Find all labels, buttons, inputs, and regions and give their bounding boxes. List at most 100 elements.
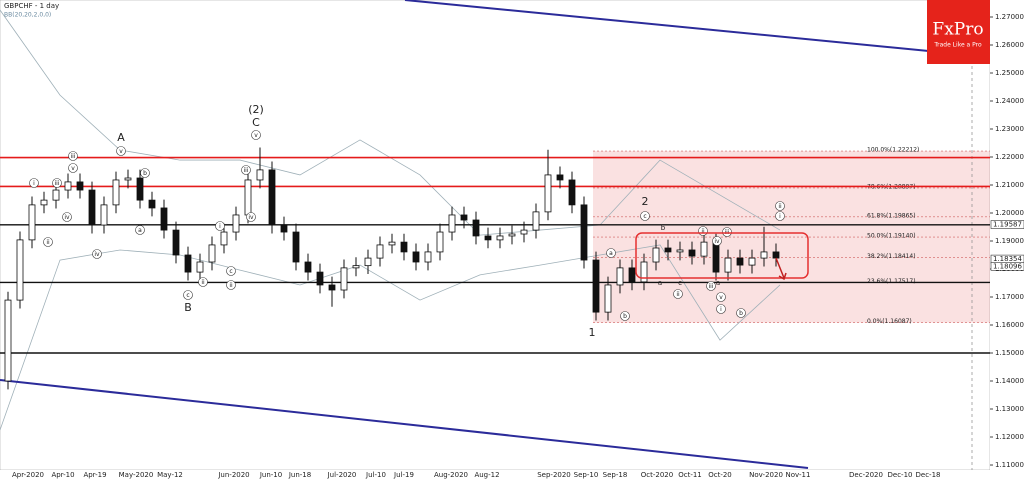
candle-body <box>340 267 348 291</box>
wave-circle <box>135 225 145 235</box>
price-tag-box <box>990 220 1024 229</box>
wave-circle <box>226 280 236 290</box>
circled-label: ii <box>701 228 705 235</box>
wave-circle <box>68 163 78 173</box>
y-tick-label: 1.22000 <box>995 153 1024 161</box>
trend-line <box>0 379 809 469</box>
candle-body <box>136 177 144 201</box>
x-tick-label: Aug-2020 <box>434 471 468 479</box>
wave-label: a <box>658 279 662 287</box>
wave-circle <box>606 248 616 258</box>
wave-circle <box>43 237 53 247</box>
circled-label: iii <box>70 153 75 160</box>
circled-label: v <box>254 132 258 139</box>
trend-line <box>404 0 991 58</box>
x-tick-label: Oct-2020 <box>641 471 673 479</box>
wave-circle <box>116 146 126 156</box>
price-tag-box <box>990 262 1024 271</box>
logo-box <box>927 0 990 64</box>
candle-body <box>244 179 252 216</box>
candle-body <box>412 251 420 263</box>
x-tick-label: Apr-19 <box>83 471 106 479</box>
wave-label: A <box>117 131 125 144</box>
wave-circle <box>226 266 236 276</box>
y-tick-label: 1.20000 <box>995 209 1024 217</box>
x-tick-label: Jun-18 <box>288 471 311 479</box>
y-tick-label: 1.26000 <box>995 41 1024 49</box>
x-tick-label: Sep-2020 <box>537 471 571 479</box>
wave-circle <box>92 249 102 259</box>
y-tick-label: 1.23000 <box>995 125 1024 133</box>
candle-body <box>532 211 540 231</box>
circled-label: iii <box>243 167 248 174</box>
x-tick-label: Nov-11 <box>786 471 811 479</box>
candle-body <box>772 251 780 259</box>
candle-body <box>676 249 684 253</box>
x-tick-label: Apr-2020 <box>12 471 44 479</box>
x-tick-label: Nov-2020 <box>749 471 783 479</box>
wave-circle <box>183 290 193 300</box>
candle-body <box>148 199 156 209</box>
wave-circle <box>198 277 208 287</box>
arrow <box>775 257 787 281</box>
circled-label: ii <box>676 291 680 298</box>
fib-label: 100.0%(1.22212) <box>867 147 919 154</box>
wave-circle <box>246 212 256 222</box>
indicator-label: BB(20,20,2,0,0) <box>4 12 51 19</box>
wave-label: 2 <box>642 195 649 208</box>
candle-body <box>424 251 432 263</box>
wave-circle <box>712 236 722 246</box>
y-tick-label: 1.27000 <box>995 13 1024 21</box>
candle-body <box>472 219 480 237</box>
candle-body <box>388 241 396 246</box>
y-tick-label: 1.15000 <box>995 349 1024 357</box>
wave-circle <box>640 211 650 221</box>
circled-label: iii <box>708 283 713 290</box>
candle-body <box>280 224 288 233</box>
wave-circle <box>62 212 72 222</box>
circled-label: iv <box>248 214 254 221</box>
candle-body <box>700 241 708 257</box>
x-tick-label: Sep-18 <box>603 471 628 479</box>
wave-circle <box>620 311 630 321</box>
candle-body <box>460 214 468 221</box>
candle-body <box>328 284 336 291</box>
candle-body <box>16 239 24 301</box>
y-tick-label: 1.25000 <box>995 69 1024 77</box>
candle-body <box>736 257 744 266</box>
y-tick-label: 1.17000 <box>995 293 1024 301</box>
x-tick-label: May-2020 <box>119 471 154 479</box>
candle-body <box>544 174 552 213</box>
x-tick-label: Sep-10 <box>574 471 599 479</box>
price-tag: 1.19587 <box>993 221 1022 229</box>
candle-body <box>604 284 612 313</box>
wave-circle <box>706 281 716 291</box>
wave-circle <box>241 165 251 175</box>
y-tick-label: 1.14000 <box>995 377 1024 385</box>
circled-label: c <box>186 292 189 299</box>
candle-body <box>172 229 180 256</box>
candle-body <box>400 241 408 253</box>
wave-label: b <box>661 224 666 232</box>
candle-body <box>760 251 768 259</box>
wave-circle <box>775 211 785 221</box>
wave-label: B <box>184 301 192 314</box>
wave-label: a <box>716 279 720 287</box>
candle-body <box>448 214 456 233</box>
wave-label: c <box>678 279 682 287</box>
x-tick-label: Jul-2020 <box>327 471 357 479</box>
y-tick-label: 1.13000 <box>995 405 1024 413</box>
candle-body <box>52 189 60 201</box>
wave-label: C <box>252 116 260 129</box>
candle-body <box>712 241 720 273</box>
y-axis-strip <box>990 0 1024 479</box>
circled-label: ii <box>229 282 233 289</box>
wave-circle <box>140 168 150 178</box>
plot-area <box>0 0 991 471</box>
circled-label: i <box>720 306 722 313</box>
circled-label: v <box>119 148 123 155</box>
wave-circle <box>722 227 732 237</box>
candle-body <box>184 254 192 273</box>
candle-body <box>352 265 360 269</box>
circled-label: i <box>219 223 221 230</box>
